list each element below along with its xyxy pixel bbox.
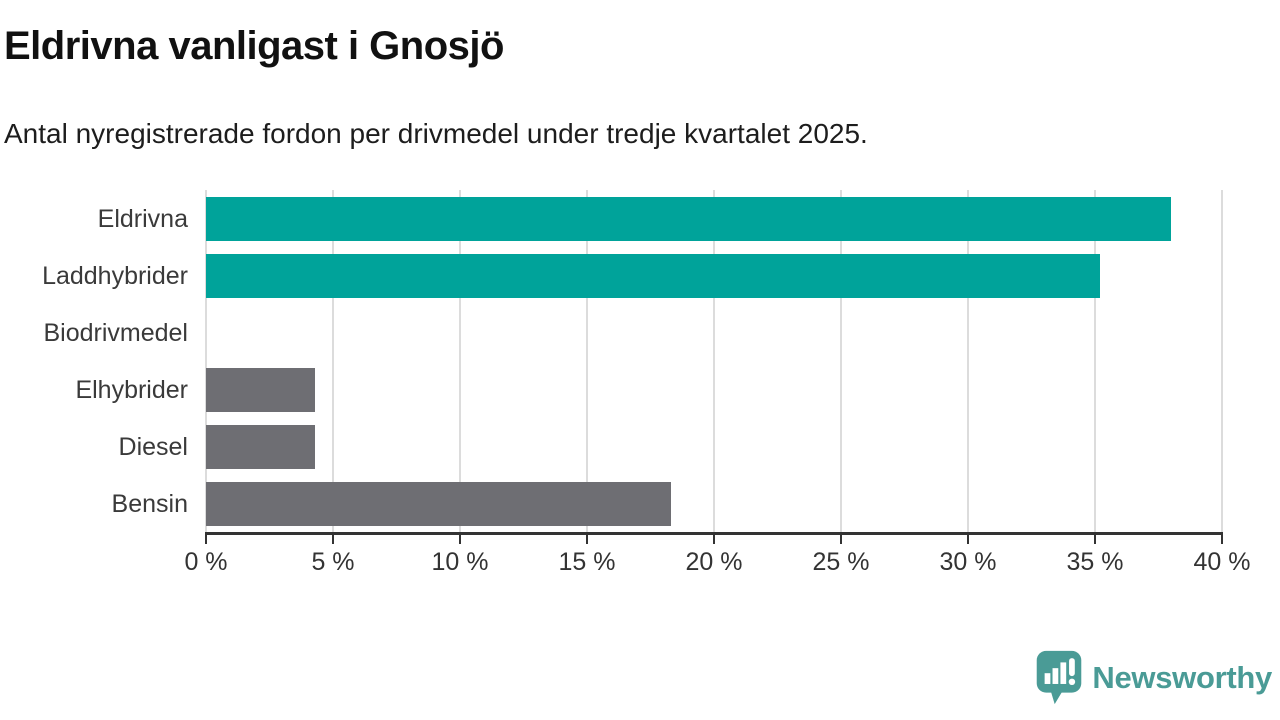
x-axis-tick-label: 20 %	[685, 548, 743, 576]
category-axis: Eldrivna Laddhybrider Biodrivmedel Elhybrid…	[0, 190, 196, 533]
x-axis-tick-label: 5 %	[311, 548, 355, 576]
category-label: Eldrivna	[97, 205, 188, 233]
x-axis-tick-label: 25 %	[812, 548, 870, 576]
x-axis-tick	[205, 535, 207, 544]
newsworthy-icon	[1037, 650, 1082, 705]
gridline	[967, 190, 969, 533]
x-axis-tick	[713, 535, 715, 544]
gridline	[1094, 190, 1096, 533]
bar-elhybrider	[206, 368, 316, 412]
x-axis-tick-label: 10 %	[431, 548, 489, 576]
x-axis-line	[205, 532, 1223, 535]
category-label: Diesel	[118, 433, 188, 461]
x-axis-tick	[1094, 535, 1096, 544]
bar-bensin	[206, 482, 671, 526]
x-axis-tick	[1221, 535, 1223, 544]
category-label: Bensin	[111, 490, 188, 518]
gridline	[586, 190, 588, 533]
x-axis-tick	[840, 535, 842, 544]
brand-name: Newsworthy	[1092, 659, 1272, 695]
bar-chart-plot-area	[205, 190, 1223, 533]
x-axis-tick	[332, 535, 334, 544]
x-axis-tick	[586, 535, 588, 544]
bar-diesel	[206, 425, 316, 469]
brand-logo: Newsworthy	[1036, 650, 1272, 705]
x-axis-tick-label: 40 %	[1193, 548, 1251, 576]
x-axis-tick	[967, 535, 969, 544]
x-axis: 0 % 5 % 10 % 15 % 20 % 25 % 30 % 35 % 40 %	[184, 532, 1250, 592]
category-label: Laddhybrider	[42, 262, 188, 290]
gridline	[205, 190, 207, 533]
bar-laddhybrider	[206, 254, 1101, 298]
x-axis-tick-label: 15 %	[558, 548, 616, 576]
bar-eldrivna	[206, 197, 1172, 241]
x-axis-tick-label: 30 %	[939, 548, 997, 576]
x-axis-tick-label: 0 %	[184, 548, 228, 576]
x-axis-tick	[459, 535, 461, 544]
category-label: Biodrivmedel	[43, 319, 188, 347]
gridline	[459, 190, 461, 533]
page-subtitle: Antal nyregistrerade fordon per drivmede…	[4, 118, 868, 149]
gridline	[332, 190, 334, 533]
category-label: Elhybrider	[75, 376, 188, 404]
page-title: Eldrivna vanligast i Gnosjö	[4, 24, 504, 68]
gridline	[713, 190, 715, 533]
gridline	[1221, 190, 1223, 533]
gridline	[840, 190, 842, 533]
x-axis-tick-label: 35 %	[1066, 548, 1124, 576]
